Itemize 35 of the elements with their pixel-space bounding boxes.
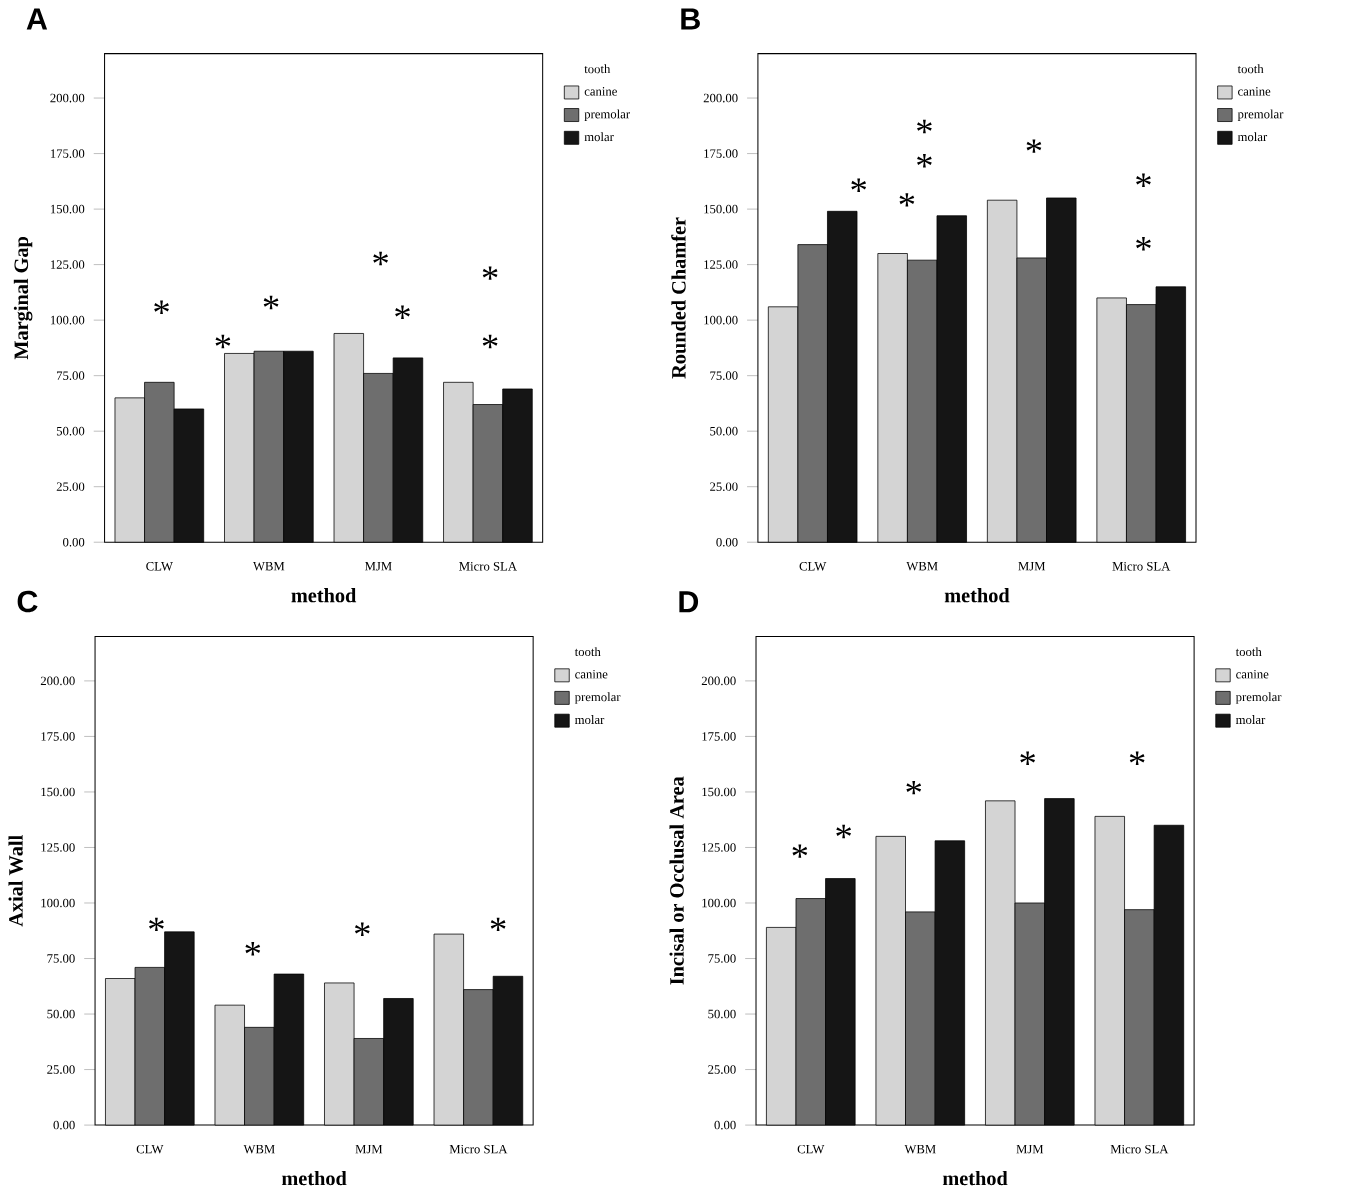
annotation: * <box>906 781 922 795</box>
annotation: * <box>836 825 852 839</box>
annotation: * <box>1136 173 1151 188</box>
annotation: * <box>1136 237 1151 251</box>
y-axis-title: Marginal Gap <box>13 237 33 360</box>
annotation: * <box>263 295 279 310</box>
x-axis-title: method <box>944 588 1010 603</box>
x-axis-title: method <box>281 1171 347 1186</box>
annotation: * <box>395 305 410 320</box>
chart-title: B <box>681 8 700 30</box>
annotation: * <box>215 334 231 349</box>
annotation: * <box>792 844 808 858</box>
annotation: * <box>149 917 164 932</box>
annotation: * <box>154 300 169 315</box>
x-axis-title: method <box>291 588 357 603</box>
annotation: * <box>899 193 915 207</box>
annotation: * <box>245 942 261 956</box>
y-axis-title: Axial Wall <box>8 835 23 927</box>
annotation: * <box>490 917 506 932</box>
y-axis-title: Incisal or Occlusal Area <box>669 776 684 985</box>
annotation: * <box>1020 751 1036 766</box>
annotation: * <box>482 266 498 280</box>
annotation: * <box>354 922 370 937</box>
y-axis-title: Rounded Chamfer <box>671 217 686 379</box>
chart-title: C <box>17 590 38 613</box>
annotation: * <box>851 178 867 193</box>
annotation: * <box>917 154 932 168</box>
x-axis-title: method <box>942 1171 1008 1186</box>
annotation: * <box>482 334 498 349</box>
annotation: * <box>373 251 388 266</box>
annotation: * <box>1026 139 1042 153</box>
annotation: * <box>1129 751 1145 766</box>
annotation: * <box>917 120 932 134</box>
chart-title: A <box>26 8 48 30</box>
chart-title: D <box>679 591 699 613</box>
